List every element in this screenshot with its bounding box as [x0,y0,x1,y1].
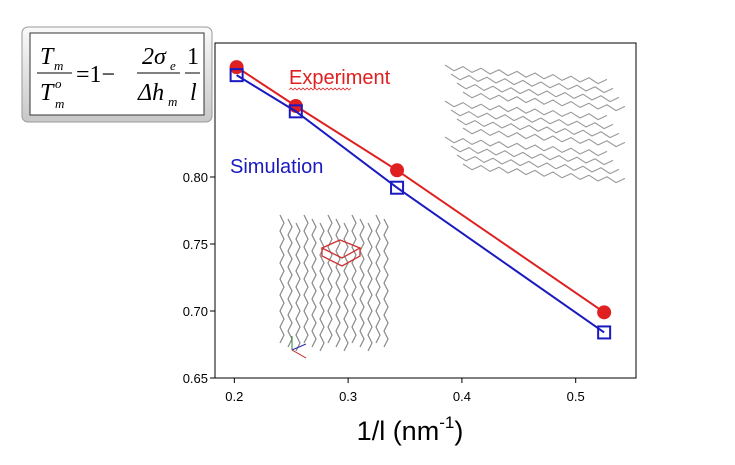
marker [390,180,405,195]
molecule-chain [287,218,293,348]
y-tick-label: 0.75 [183,237,208,252]
molecule-chain [327,214,333,344]
marker [597,305,612,320]
marker [597,325,612,340]
molecule-chain [456,82,620,103]
y-tick-label: 0.65 [183,371,208,386]
formula-text: T [40,44,55,70]
data-layer [229,60,612,340]
molecule-chain [462,163,626,184]
formula-text: 1 [187,44,199,70]
molecule-chain [456,154,620,175]
molecule-chain [462,91,626,112]
molecule-chain [383,218,389,348]
x-tick-label: 0.5 [567,389,585,404]
series-line [236,66,605,314]
x-tick-label: 0.4 [453,389,471,404]
molecule-chain [303,214,309,344]
axis-glyph [291,343,307,351]
formula-text: o [55,76,62,91]
y-tick-label: 0.70 [183,304,208,319]
formula-text: m [168,94,177,109]
x-axis-label-end: ) [454,416,463,446]
formula-text: m [54,58,63,73]
formula-text: e [170,58,176,73]
series-line [236,74,605,334]
marker [229,60,244,75]
formula-text: Δh [137,80,164,106]
molecule-chain [450,145,614,166]
formula-text: 2σ [142,44,167,70]
molecule-chain [359,218,365,348]
molecule-chain [367,222,373,352]
marker [288,104,303,119]
marker [390,163,405,178]
formula-text: T [40,80,55,106]
legend-label: Experiment [289,67,391,89]
x-axis-label-sup: -1 [439,413,454,432]
molecule-chain [450,109,614,130]
molecule-chain [462,127,626,148]
unit-cell [320,239,362,267]
spell-underline [288,87,352,91]
molecule-chain [335,218,341,348]
axis-glyph [291,349,307,359]
molecule-chain [319,222,325,352]
molecule-chain [343,222,349,352]
x-axis-label: 1/l (nm-1) [357,413,464,446]
molecule-chain [279,214,285,344]
formula-inner [29,32,205,116]
x-tick-label: 0.3 [339,389,357,404]
molecule-chain [444,64,608,85]
molecule-chain [456,118,620,139]
marker [229,68,244,83]
formula-text: =1− [76,62,115,88]
x-tick-label: 0.2 [225,389,243,404]
formula: T m T o m =1− 2σ e Δh m 1 l [37,44,200,111]
formula-text: m [55,96,64,111]
molecule-chain [444,100,608,121]
molecule-chain [351,214,357,344]
plot-frame [214,42,637,379]
molecule-chain [295,222,301,352]
legend-label: Simulation [230,156,323,178]
molecule-chain [311,218,317,348]
molecule-images [279,64,626,359]
molecule-chain [375,214,381,344]
x-axis-label-text: 1/l (nm [357,416,440,446]
molecule-chain [450,73,614,94]
formula-text: l [190,80,197,106]
y-tick-label: 0.80 [183,170,208,185]
molecule-chain [444,136,608,157]
